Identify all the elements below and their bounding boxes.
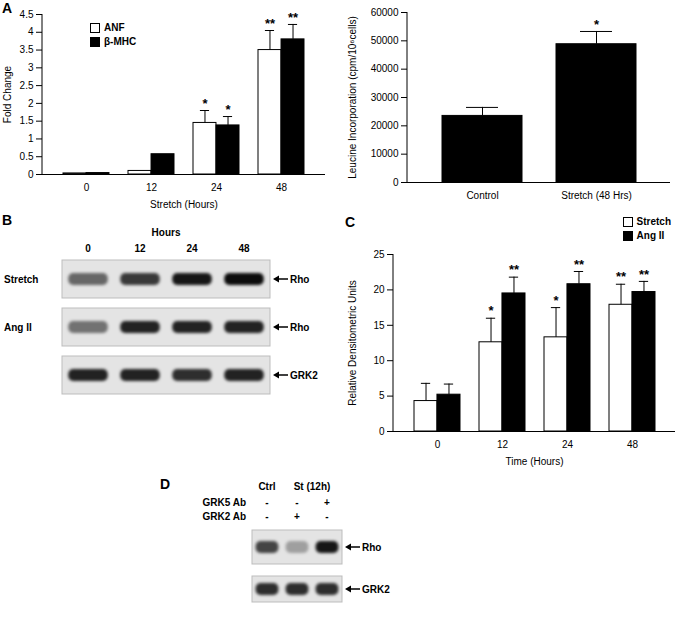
svg-text:**: ** [639, 267, 650, 282]
svg-text:4.5: 4.5 [20, 9, 34, 20]
svg-text:-: - [265, 511, 268, 522]
svg-text:**: ** [265, 16, 276, 31]
svg-text:Fold Change: Fold Change [2, 65, 13, 123]
svg-text:0: 0 [84, 182, 90, 193]
svg-text:*: * [553, 293, 559, 308]
svg-text:**: ** [574, 257, 585, 272]
svg-text:60000: 60000 [371, 7, 399, 18]
html-text:D: D [160, 476, 171, 492]
html-text:ANF: ANF [104, 22, 125, 33]
svg-text:Rho: Rho [362, 542, 381, 553]
svg-text:+: + [294, 511, 300, 522]
svg-text:**: ** [509, 262, 520, 277]
svg-text:Control: Control [466, 190, 498, 201]
svg-text:1.5: 1.5 [20, 115, 34, 126]
svg-text:-: - [265, 497, 268, 508]
svg-text:*: * [225, 102, 231, 117]
svg-text:Leucine Incorporation (cpm/10⁶: Leucine Incorporation (cpm/10⁶cells) [347, 16, 358, 179]
svg-text:GRK2 Ab: GRK2 Ab [202, 511, 246, 522]
svg-text:0: 0 [435, 439, 441, 450]
html-text:Stretch: Stretch [636, 216, 671, 227]
svg-text:Rho: Rho [290, 322, 309, 333]
svg-text:4: 4 [28, 26, 34, 37]
svg-text:48: 48 [238, 243, 250, 254]
svg-text:2.5: 2.5 [20, 80, 34, 91]
svg-text:20: 20 [373, 284, 385, 295]
svg-text:20000: 20000 [371, 120, 399, 131]
svg-text:0: 0 [85, 243, 91, 254]
svg-text:12: 12 [146, 182, 158, 193]
svg-text:24: 24 [562, 439, 574, 450]
svg-text:Ang II: Ang II [4, 322, 32, 333]
svg-text:50000: 50000 [371, 35, 399, 46]
svg-text:0: 0 [379, 426, 385, 437]
svg-text:*: * [594, 17, 600, 32]
svg-text:25: 25 [373, 249, 385, 260]
svg-text:Ctrl: Ctrl [258, 481, 275, 492]
svg-text:15: 15 [373, 320, 385, 331]
svg-text:0: 0 [393, 177, 399, 188]
svg-text:*: * [488, 303, 494, 318]
svg-text:3: 3 [28, 62, 34, 73]
svg-text:24: 24 [186, 243, 198, 254]
svg-text:-: - [325, 511, 328, 522]
svg-text:10: 10 [373, 355, 385, 366]
svg-text:Time (Hours): Time (Hours) [506, 456, 564, 467]
svg-text:**: ** [616, 269, 627, 284]
svg-text:0.5: 0.5 [20, 151, 34, 162]
html-text:β-MHC: β-MHC [104, 36, 137, 47]
svg-text:Stretch (Hours): Stretch (Hours) [150, 199, 218, 210]
svg-text:30000: 30000 [371, 92, 399, 103]
svg-text:-: - [295, 497, 298, 508]
svg-text:2: 2 [28, 98, 34, 109]
svg-text:*: * [202, 96, 208, 111]
svg-text:GRK2: GRK2 [290, 370, 318, 381]
svg-text:Stretch (48 Hrs): Stretch (48 Hrs) [561, 190, 632, 201]
svg-text:3.5: 3.5 [20, 44, 34, 55]
html-text:B: B [2, 212, 13, 228]
svg-text:St (12h): St (12h) [294, 481, 331, 492]
html-text:A: A [2, 0, 13, 16]
svg-text:1: 1 [28, 133, 34, 144]
svg-text:0: 0 [28, 169, 34, 180]
svg-text:48: 48 [627, 439, 639, 450]
svg-text:10000: 10000 [371, 148, 399, 159]
html-text:C: C [345, 214, 356, 230]
svg-text:Relative Densitometric Units: Relative Densitometric Units [347, 280, 358, 406]
svg-text:+: + [324, 497, 330, 508]
svg-text:40000: 40000 [371, 63, 399, 74]
svg-text:12: 12 [497, 439, 509, 450]
svg-text:Stretch: Stretch [4, 274, 38, 285]
svg-text:GRK5 Ab: GRK5 Ab [202, 497, 246, 508]
svg-text:12: 12 [134, 243, 146, 254]
svg-text:24: 24 [211, 182, 223, 193]
svg-text:48: 48 [276, 182, 288, 193]
html-text:Ang II: Ang II [636, 230, 665, 241]
svg-text:GRK2: GRK2 [362, 584, 390, 595]
svg-text:**: ** [288, 10, 299, 25]
svg-text:Rho: Rho [290, 274, 309, 285]
svg-text:5: 5 [379, 390, 385, 401]
svg-text:Hours: Hours [152, 227, 181, 238]
